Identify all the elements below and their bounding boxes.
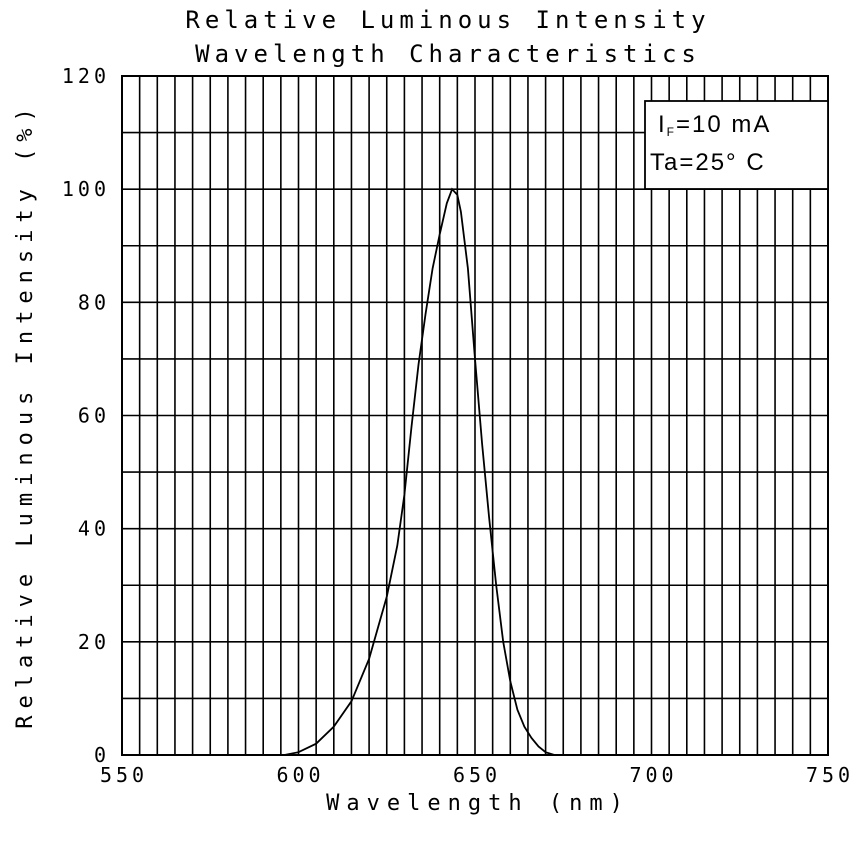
- y-tick-label: 80: [78, 290, 110, 314]
- legend-current-symbol: I: [658, 111, 667, 138]
- legend-line-2: Ta=25° C: [650, 149, 766, 176]
- chart-title-line-1: Relative Luminous Intensity: [185, 6, 710, 34]
- y-tick-label: 20: [78, 630, 110, 654]
- intensity-curve: [284, 187, 555, 756]
- x-tick-label: 650: [453, 763, 501, 787]
- x-tick-label: 600: [276, 763, 324, 787]
- x-tick-label: 700: [629, 763, 677, 787]
- chart-title-line-2: Wavelength Characteristics: [195, 40, 701, 68]
- legend-frame: [644, 100, 829, 190]
- y-axis-label: Relative Luminous Intensity (%): [13, 101, 38, 729]
- plot-frame: [121, 75, 829, 756]
- y-tick-label: 0: [94, 743, 110, 767]
- x-tick-label: 550: [100, 763, 148, 787]
- x-axis-label: Wavelength (nm): [326, 791, 630, 816]
- legend-current-value: =10 mA: [676, 111, 771, 138]
- legend-box: IF=10 mA Ta=25° C: [644, 100, 829, 190]
- grid: [122, 76, 828, 755]
- y-tick-label: 60: [78, 404, 110, 428]
- y-tick-label: 100: [62, 177, 110, 201]
- x-tick-label: 750: [806, 763, 854, 787]
- legend-line-1: IF=10 mA: [658, 111, 771, 139]
- legend-current-subscript: F: [667, 125, 676, 139]
- y-tick-label: 40: [78, 517, 110, 541]
- y-tick-label: 120: [62, 64, 110, 88]
- x-tick-labels: 550 600 650 700 750: [100, 763, 854, 787]
- y-tick-labels: 0 20 40 60 80 100 120: [62, 64, 110, 767]
